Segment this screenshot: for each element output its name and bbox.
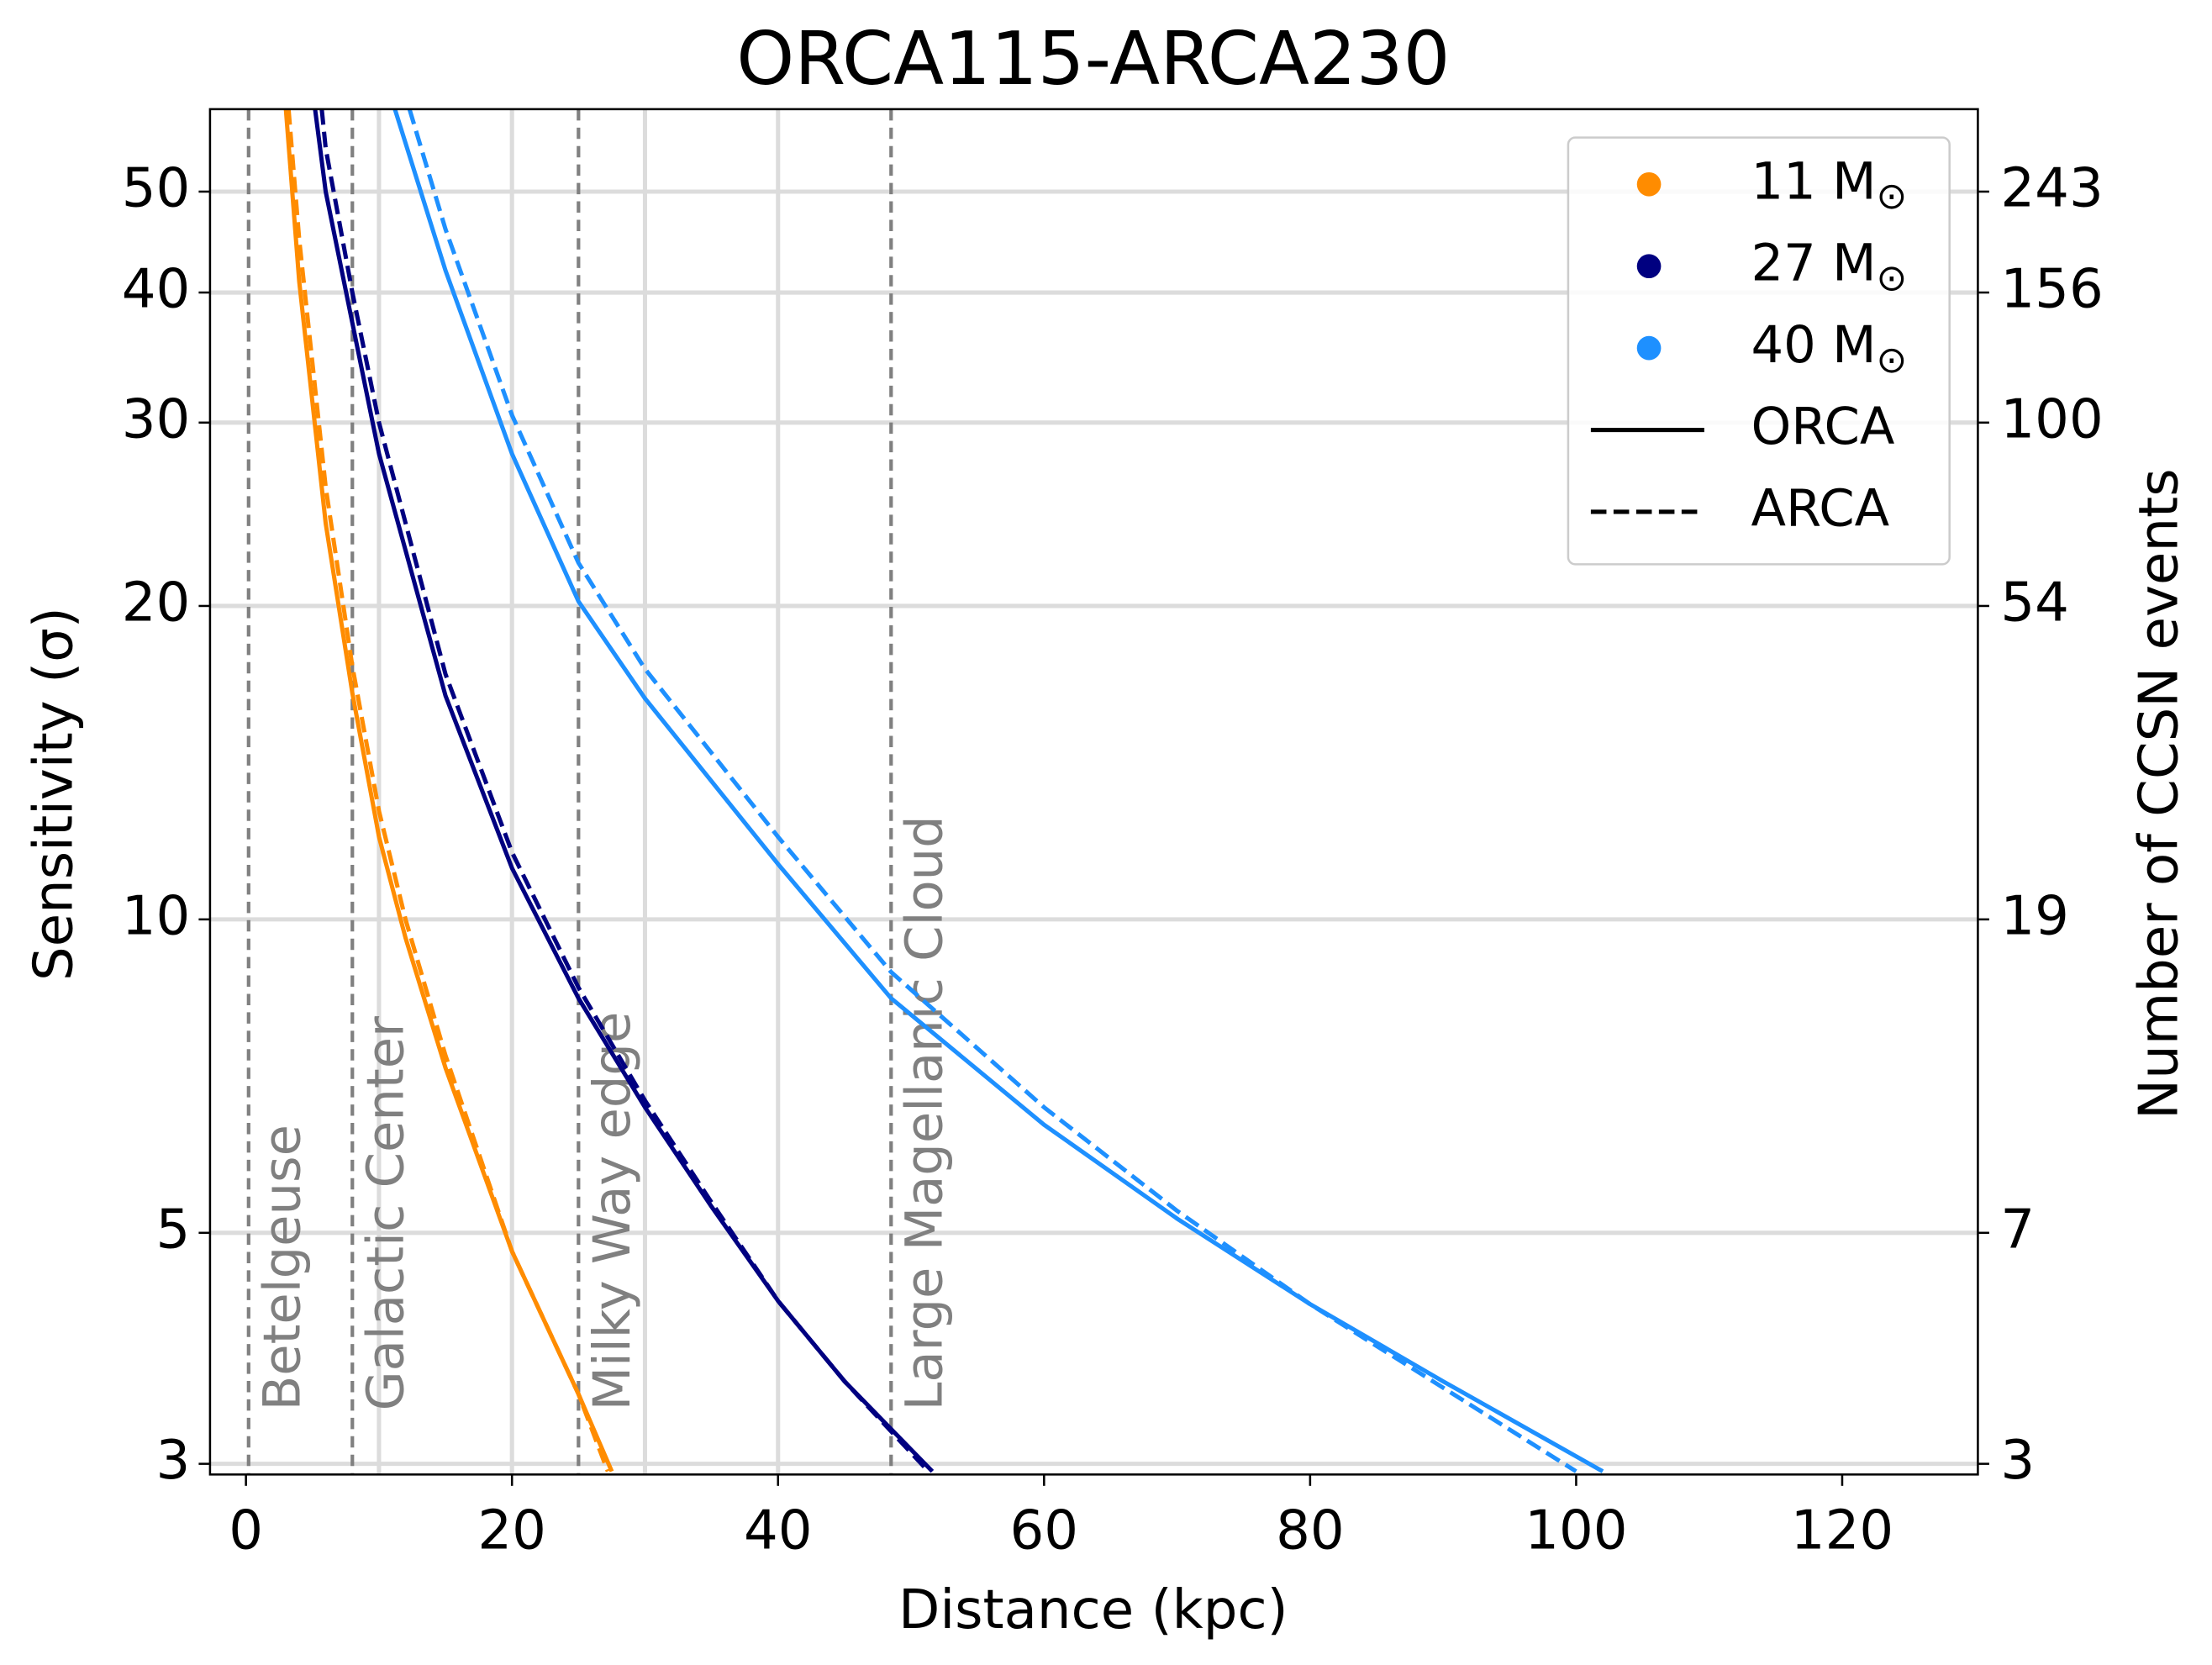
- series-line: [286, 108, 610, 1473]
- legend-label: 40 M⊙: [1751, 316, 1908, 382]
- series-line: [319, 108, 930, 1473]
- legend-box: [1567, 136, 1951, 566]
- legend-label-sub: ⊙: [1876, 175, 1907, 218]
- y-tick-label: 3: [156, 1430, 191, 1492]
- y2-axis-label: Number of CCSN events: [2128, 468, 2190, 1119]
- y2-tick-label: 156: [2000, 259, 2103, 321]
- series-line: [313, 108, 935, 1473]
- x-tick-label: 80: [1276, 1500, 1345, 1562]
- y2-tick-label: 3: [2000, 1430, 2035, 1492]
- y2-tick-label: 54: [2000, 572, 2069, 635]
- annotation-label: Large Magellanic Cloud: [896, 815, 955, 1410]
- series-line: [283, 108, 614, 1473]
- legend-label: ORCA: [1751, 398, 1895, 456]
- plot-area: Betelgeuse Galactic Center Milky Way edge L…: [246, 108, 1604, 1475]
- legend-label: 11 M⊙: [1751, 152, 1908, 218]
- legend-label-sub: ⊙: [1876, 339, 1907, 382]
- annotation-label: Betelgeuse: [253, 1125, 312, 1410]
- x-tick-label: 40: [744, 1500, 813, 1562]
- legend-label-sub: ⊙: [1876, 257, 1907, 300]
- x-tick-label: 60: [1010, 1500, 1079, 1562]
- legend-label-text: 11 M: [1751, 152, 1877, 211]
- legend-marker: [1636, 171, 1662, 197]
- y2-tick-label: 100: [2000, 388, 2103, 450]
- legend-label-text: 27 M: [1751, 234, 1877, 292]
- legend-marker: [1636, 254, 1662, 279]
- y-axis-label: Sensitivity (σ): [23, 607, 85, 981]
- annotation-label: Galactic Center: [357, 1016, 416, 1410]
- legend-label-text: 40 M: [1751, 316, 1877, 375]
- y-tick-label: 20: [122, 572, 191, 635]
- x-axis-label: Distance (kpc): [898, 1579, 1288, 1641]
- plot-frame: [208, 108, 1979, 1476]
- y-tick-label: 40: [122, 259, 191, 321]
- y2-tick-label: 19: [2000, 885, 2069, 947]
- series-line: [407, 108, 1577, 1473]
- axes: 3 5 10 20 30 40 50 3 7 19 54 100 156 243 0 20 40 60 80 100 1…: [122, 108, 2104, 1562]
- legend-label: ARCA: [1751, 480, 1890, 539]
- y-tick-label: 5: [156, 1199, 191, 1261]
- annotation-label: Milky Way edge: [583, 1012, 642, 1411]
- x-tick-label: 120: [1791, 1500, 1893, 1562]
- x-tick-label: 100: [1525, 1500, 1627, 1562]
- x-tick-label: 20: [477, 1500, 546, 1562]
- y2-tick-label: 7: [2000, 1199, 2035, 1261]
- x-tick-label: 0: [229, 1500, 263, 1562]
- legend-label: 27 M⊙: [1751, 234, 1908, 299]
- y2-tick-label: 243: [2000, 158, 2103, 220]
- series-line: [392, 108, 1604, 1473]
- y-tick-label: 10: [122, 885, 191, 947]
- legend-marker: [1636, 335, 1662, 361]
- chart-title: ORCA115-ARCA230: [736, 16, 1450, 102]
- y-tick-label: 50: [122, 158, 191, 220]
- y-tick-label: 30: [122, 388, 191, 450]
